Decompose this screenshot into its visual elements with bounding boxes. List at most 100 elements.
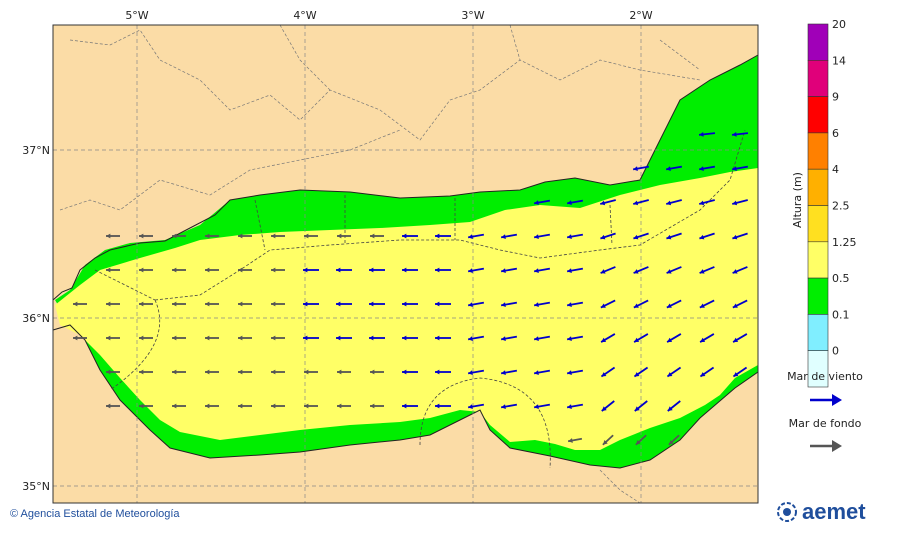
wind-sea-arrowhead — [468, 336, 473, 341]
colorbar-segment — [807, 59, 829, 97]
swell-arrowhead — [568, 438, 573, 443]
aemet-swirl-icon — [777, 502, 797, 522]
swell-arrowhead — [172, 335, 177, 341]
swell-arrowhead — [172, 301, 177, 307]
wind-sea-arrowhead — [468, 234, 473, 239]
wind-sea-arrowhead — [468, 370, 473, 375]
wind-sea-arrowhead — [336, 335, 341, 341]
wind-sea-arrowhead — [567, 336, 572, 341]
lat-label-35n: 35°N — [22, 480, 50, 493]
wind-sea-arrowhead — [303, 335, 308, 341]
graticule — [53, 25, 758, 503]
colorbar-tick-label: 0.1 — [832, 308, 850, 321]
wind-sea-arrowhead — [501, 404, 506, 409]
colorbar-tick-label: 9 — [832, 91, 839, 104]
wind-sea-arrowhead — [402, 335, 407, 341]
wind-sea-arrowhead — [732, 303, 738, 308]
wind-sea-arrowhead — [468, 404, 473, 409]
wind-sea-arrowhead — [567, 370, 572, 375]
swell-arrowhead — [337, 403, 342, 409]
height-colorbar: 20 14 9 6 4 2.5 1.25 0.5 0.1 0 — [807, 18, 857, 388]
wind-sea-arrowhead — [732, 234, 738, 240]
swell-arrowhead — [205, 267, 210, 273]
wind-sea-arrowhead — [468, 302, 473, 307]
wind-sea-arrowhead — [435, 301, 440, 307]
wind-sea-arrowhead — [435, 267, 440, 273]
swell-arrowhead — [139, 369, 144, 375]
wind-sea-arrowhead — [700, 372, 706, 377]
wind-sea-arrowhead — [534, 370, 539, 375]
colorbar-tick-label: 20 — [832, 18, 846, 31]
swell-arrowhead — [205, 335, 210, 341]
swell-arrowhead — [139, 267, 144, 273]
swell-arrowhead — [238, 301, 243, 307]
wind-sea-arrowhead — [667, 372, 673, 377]
swell-arrowhead — [73, 301, 78, 307]
swell-arrowhead — [271, 233, 276, 239]
colorbar-segment — [807, 168, 829, 206]
wind-sea-arrowhead — [699, 303, 705, 308]
wind-sea-arrowhead — [369, 267, 374, 273]
wind-sea-arrowhead — [732, 166, 737, 171]
wind-sea-arrowhead — [633, 269, 639, 274]
swell-arrowhead — [304, 403, 309, 409]
wind-sea-arrowhead — [501, 234, 506, 239]
copyright-text: © Agencia Estatal de Meteorología — [10, 508, 180, 520]
wind-sea-arrowhead — [534, 200, 539, 205]
wind-sea-arrowhead — [699, 200, 705, 206]
wind-sea-arrowhead — [666, 269, 672, 274]
wind-sea-arrowhead — [733, 337, 739, 343]
lon-label-5w: 5°W — [125, 9, 148, 22]
lon-label-4w: 4°W — [293, 9, 316, 22]
swell-arrowhead — [370, 403, 375, 409]
wind-sea-arrowhead — [699, 166, 704, 171]
wind-sea-arrowhead — [601, 337, 607, 343]
swell-arrowhead — [602, 440, 608, 445]
wind-sea-arrowhead — [435, 403, 440, 409]
wind-sea-arrowhead — [666, 303, 672, 308]
wind-sea-arrowhead — [534, 268, 539, 273]
wind-sea-arrowhead — [369, 335, 374, 341]
wind-sea-arrowhead — [567, 268, 572, 273]
wind-sea-arrowhead — [336, 301, 341, 307]
wind-sea-arrowhead — [600, 303, 606, 308]
wind-sea-arrowhead — [501, 370, 506, 375]
swell-arrowhead — [73, 335, 78, 341]
wind-sea-arrowhead — [402, 403, 407, 409]
swell-arrowhead — [370, 369, 375, 375]
wind-sea-arrowhead — [534, 336, 539, 341]
swell-arrowhead — [238, 403, 243, 409]
wind-sea-arrowhead — [634, 406, 640, 412]
wind-sea-arrowhead — [435, 369, 440, 375]
colorbar-segment — [807, 96, 829, 134]
colorbar-tick-label: 4 — [832, 163, 839, 176]
colorbar-segment — [807, 277, 829, 315]
wind-sea-arrowhead — [666, 166, 671, 171]
swell-arrowhead — [205, 403, 210, 409]
wind-sea-arrowhead — [435, 335, 440, 341]
swell-arrowhead — [337, 233, 342, 239]
lat-label-37n: 37°N — [22, 144, 50, 157]
swell-arrowhead — [106, 335, 111, 341]
wind-sea-arrowhead — [567, 234, 572, 239]
colorbar-segment — [807, 132, 829, 170]
wind-sea-arrowhead — [699, 234, 705, 240]
swell-arrowhead — [238, 335, 243, 341]
wind-sea-arrowhead — [700, 337, 706, 343]
colorbar-title: Altura (m) — [791, 172, 804, 228]
map-frame — [52, 24, 759, 504]
wind-sea-arrowhead — [699, 269, 705, 274]
lon-label-3w: 3°W — [461, 9, 484, 22]
swell-arrowhead — [139, 335, 144, 341]
colorbar-tick-label: 1.25 — [832, 236, 857, 249]
swell-arrowhead — [370, 233, 375, 239]
swell-arrowhead — [271, 369, 276, 375]
wind-sea-arrowhead — [336, 267, 341, 273]
wind-sea-arrowhead — [567, 404, 572, 409]
colorbar-segment — [807, 314, 829, 351]
wave-direction-arrows — [73, 131, 749, 446]
wind-sea-arrowhead — [667, 406, 673, 412]
wind-sea-arrowhead — [600, 234, 606, 240]
swell-arrowhead — [205, 369, 210, 375]
